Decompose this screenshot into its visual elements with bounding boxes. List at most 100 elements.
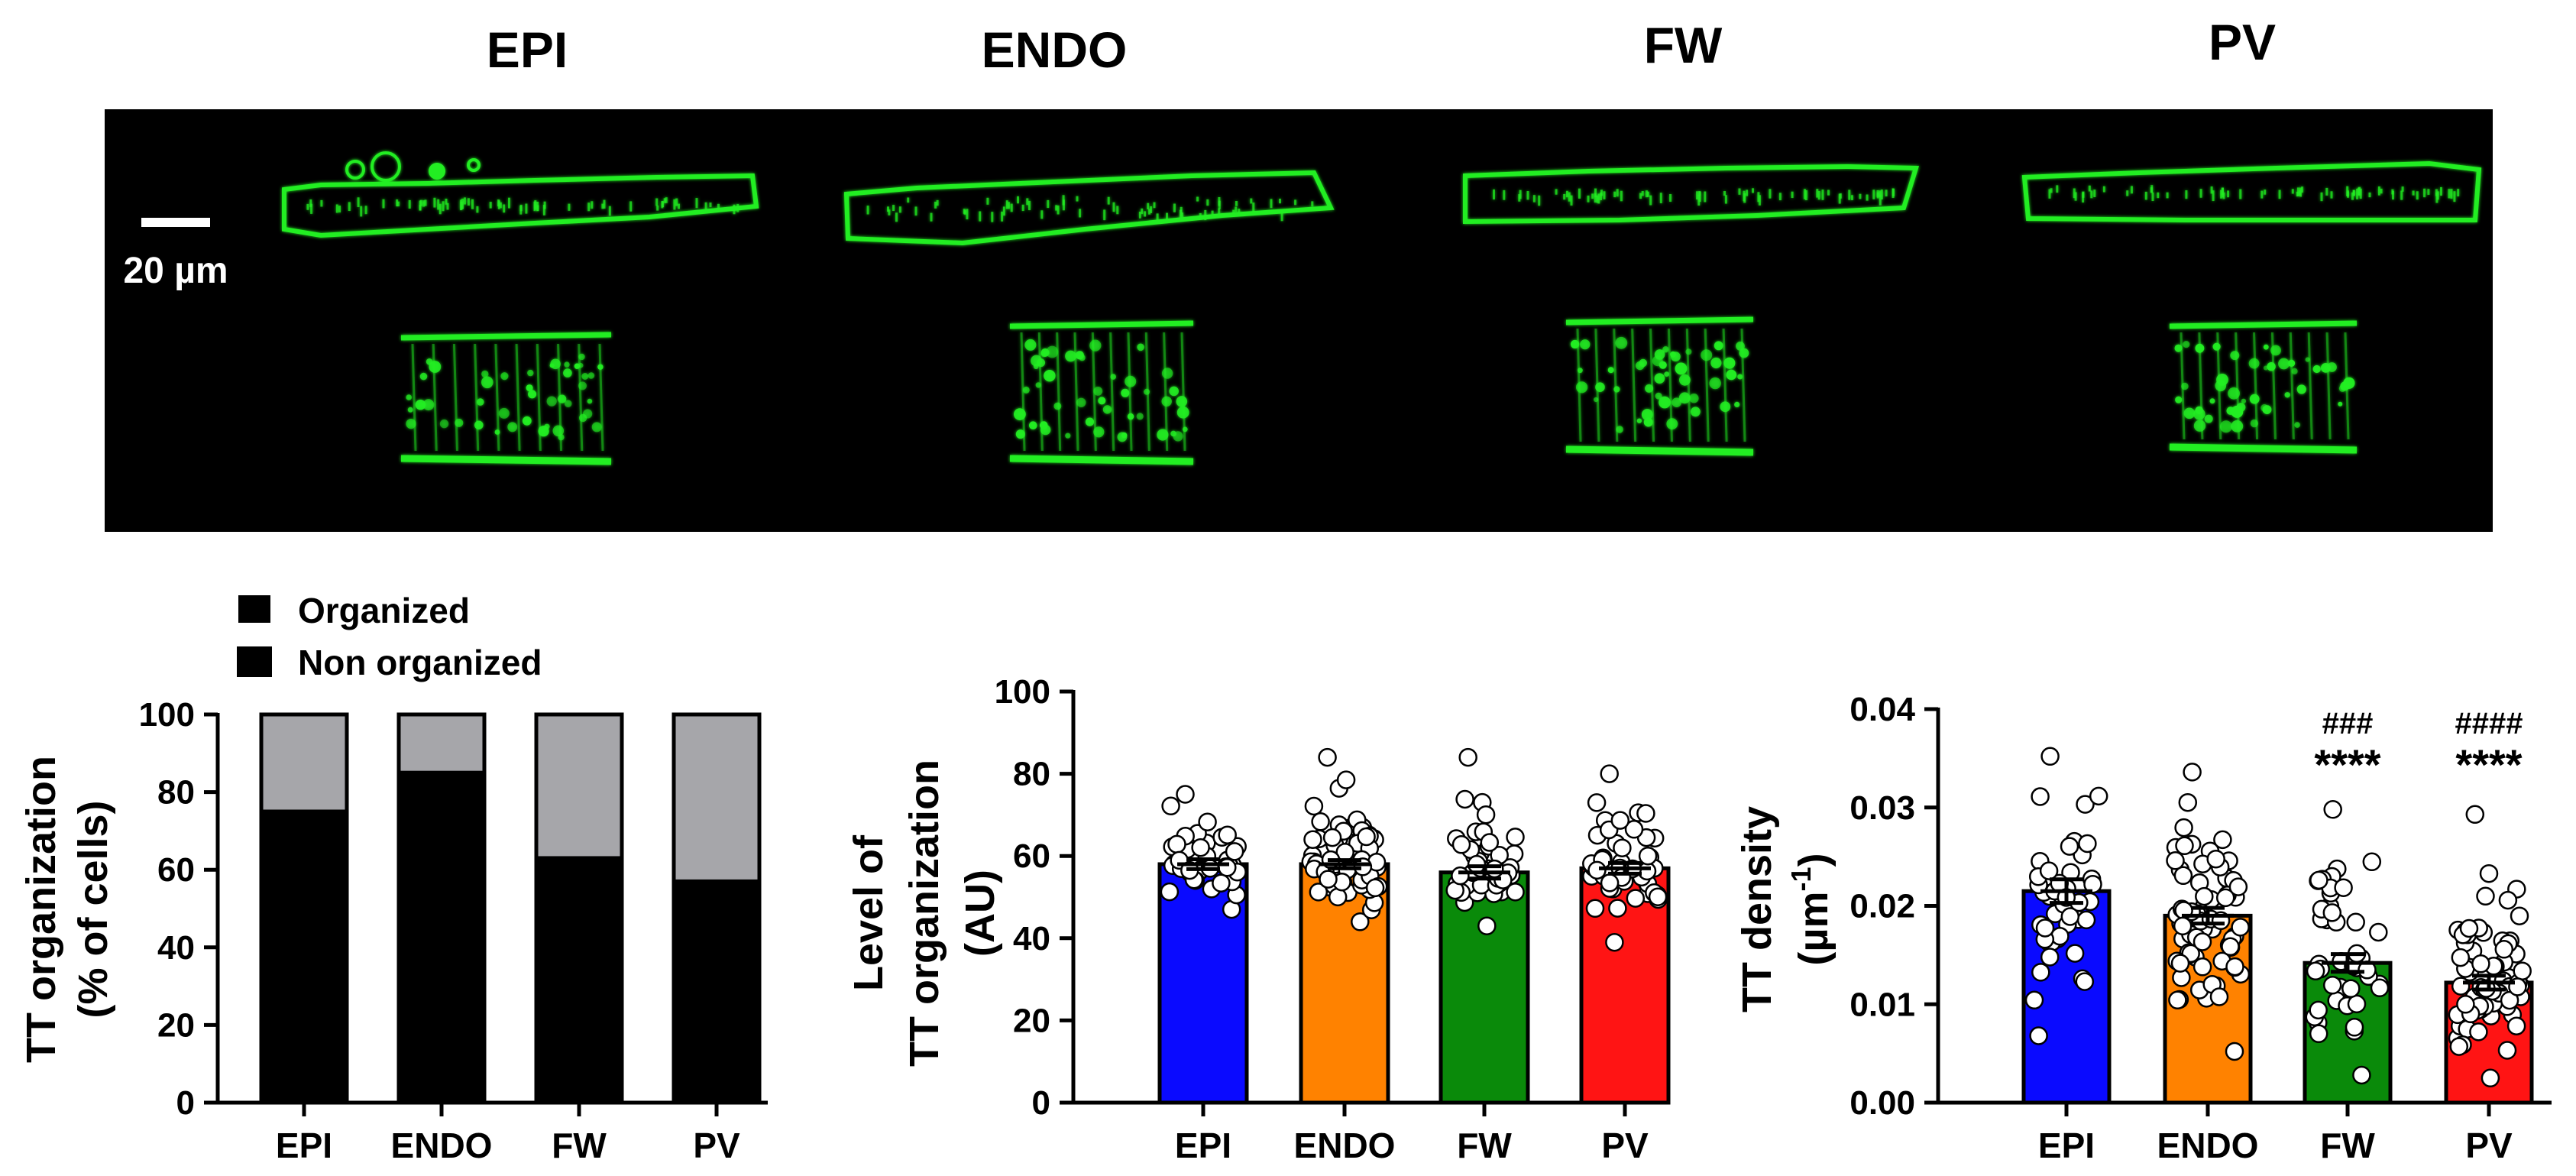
panel-title-epi: EPI (487, 21, 568, 78)
inset-striation (2344, 332, 2350, 440)
data-point (1318, 747, 1337, 767)
cell-striation (460, 202, 463, 210)
cell-striation (2144, 191, 2147, 200)
cell-striation (568, 203, 571, 211)
cell-striation (1578, 188, 1581, 199)
cell-striation (1148, 209, 1151, 215)
y-tick-label: 0 (1032, 1084, 1050, 1122)
cell-striation (966, 209, 969, 220)
cell-striation (1021, 204, 1024, 212)
data-point (1587, 793, 1607, 812)
chart-3-ylabel-exponent: -1 (1785, 867, 1817, 891)
data-point (2469, 1022, 2488, 1042)
cell-striation (1010, 203, 1013, 212)
inset-striation (2270, 332, 2277, 440)
inset-striation (536, 343, 542, 452)
cell-striation (1199, 212, 1202, 219)
cell-striation (2150, 187, 2153, 193)
cell-striation (437, 199, 440, 210)
inset-tubule (526, 418, 531, 423)
inset-tubule (587, 372, 595, 379)
cell-striation (1141, 208, 1144, 214)
cell-striation (898, 206, 901, 213)
cell-striation (603, 199, 606, 209)
inset-striation (2253, 332, 2259, 440)
inset-tubule (544, 423, 550, 429)
cell-striation (424, 199, 427, 206)
data-point (2513, 961, 2532, 980)
data-point (2334, 878, 2353, 897)
cell-striation (1641, 191, 1644, 196)
data-point (1506, 828, 1525, 847)
inset-tubule (1022, 386, 1030, 394)
cell-striation (1669, 194, 1672, 202)
cell-striation (1704, 191, 1707, 202)
cell-striation (1879, 194, 1882, 206)
data-point (1648, 887, 1668, 906)
cell-striation (508, 197, 510, 209)
inset-tubule (581, 373, 589, 380)
inset-striation (1613, 328, 1619, 442)
inset-tubule (1117, 432, 1128, 442)
inset-tubule (2174, 344, 2183, 352)
cell-striation (1620, 190, 1623, 202)
cell-striation (601, 203, 604, 209)
cell-striation (2358, 186, 2361, 196)
data-point (1322, 828, 1342, 847)
cell-striation (629, 201, 633, 212)
inset-striation (411, 343, 417, 452)
inset-striation (1037, 332, 1044, 452)
inset-tubule (1089, 339, 1102, 352)
data-point (2362, 852, 2382, 872)
legend-label-organized: Organized (298, 591, 470, 630)
legend-swatch-non-organized (237, 646, 272, 677)
inset-striation (474, 343, 480, 452)
data-point (2206, 849, 2225, 869)
data-point (1476, 805, 1496, 824)
inset-striation (1722, 328, 1728, 442)
cell-striation (1026, 198, 1029, 206)
inset-striation (598, 343, 604, 452)
inset-tubule (2183, 407, 2196, 420)
cell-outline (2021, 160, 2482, 222)
inset-tubule (1659, 396, 1671, 409)
cell-striation (1235, 201, 1238, 206)
data-point (1608, 899, 1627, 918)
data-point (2024, 990, 2044, 1010)
cell-striation (348, 202, 351, 212)
cell-striation (2436, 191, 2439, 200)
inset-striation (1180, 332, 1186, 452)
cell-striation (1838, 193, 1841, 204)
cell-striation (1600, 190, 1603, 196)
chart-3-ylabel-line1: TT density (1734, 806, 1780, 1012)
inset-tubule (2296, 384, 2306, 394)
cell-striation (2126, 190, 2129, 196)
cell-striation (1639, 193, 1642, 199)
cell-striation (1555, 189, 1558, 195)
cell-striation (695, 198, 698, 209)
cell-striation (1649, 195, 1652, 206)
cell-striation (2102, 186, 2105, 193)
cell-striation (2457, 189, 2460, 197)
data-point (1218, 858, 1237, 877)
data-point (2456, 995, 2475, 1014)
cell-striation (2423, 188, 2426, 198)
cell-striation (1250, 198, 1253, 204)
cell-striation (1218, 200, 1221, 209)
cell-striation (2453, 191, 2456, 202)
inset-striation (1685, 328, 1691, 442)
data-point (2174, 818, 2193, 837)
cell-striation (1218, 208, 1221, 215)
panel-title-endo: ENDO (982, 21, 1128, 78)
inset-membrane-bottom (1009, 455, 1194, 465)
inset-striation (1163, 332, 1169, 452)
cell-striation (1196, 196, 1199, 202)
cell-striation (930, 212, 933, 222)
inset-striation (2180, 332, 2186, 440)
x-tick-label: FW (2320, 1126, 2375, 1165)
y-tick-label: 60 (157, 851, 195, 889)
data-point (2078, 834, 2097, 854)
y-tick-label: 0.02 (1849, 888, 1915, 925)
